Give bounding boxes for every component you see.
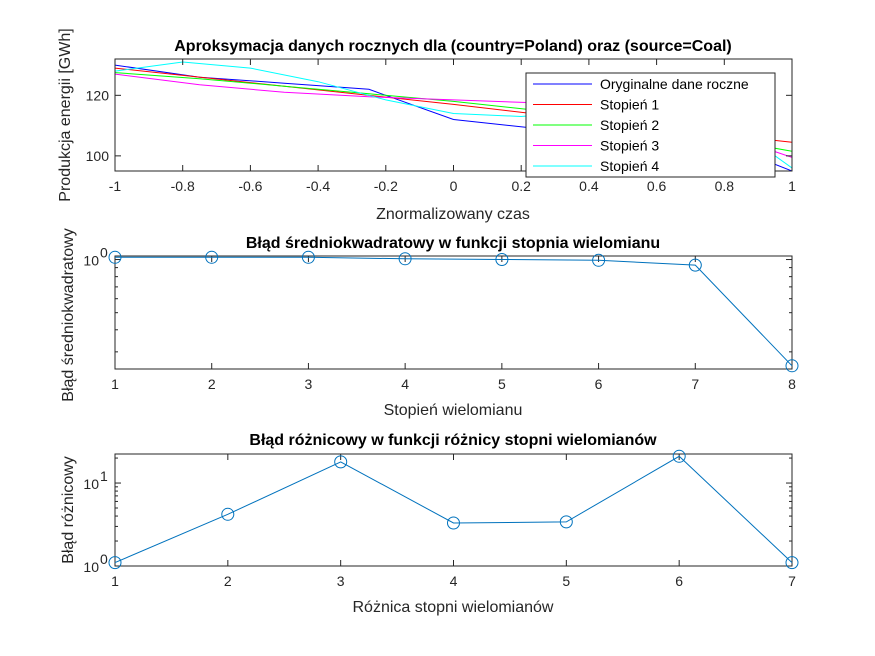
panel1-xlabel: Znormalizowany czas: [376, 206, 530, 223]
panel2-title: Błąd średniokwadratowy w funkcji stopnia…: [246, 235, 660, 252]
panel2-yticks: 10 0: [83, 245, 792, 353]
data-point-marker: [447, 516, 460, 530]
legend-entry: Stopień 3: [600, 138, 659, 154]
data-point-marker: [398, 252, 412, 266]
xtick-label: 4: [450, 573, 458, 589]
xtick-label: 8: [788, 376, 796, 392]
data-point-marker: [301, 250, 315, 264]
xtick-label: 2: [224, 573, 232, 589]
xtick-label: 0.8: [715, 178, 735, 194]
ytick-label: 100: [86, 148, 110, 164]
xtick-label: 7: [788, 573, 796, 589]
xtick-label: -0.8: [171, 178, 195, 194]
xtick-label: 0.6: [647, 178, 667, 194]
panel2-xlabel: Stopień wielomianu: [384, 402, 523, 419]
ytick-exponent: 0: [100, 551, 108, 567]
xtick-label: 6: [675, 573, 683, 589]
data-point-marker: [221, 507, 235, 521]
data-point-marker: [785, 556, 799, 570]
panel1-yticks: 100 120: [86, 87, 792, 164]
data-point-marker: [334, 455, 348, 469]
xtick-label: 5: [498, 376, 506, 392]
ytick-exponent: 0: [100, 245, 108, 261]
series-line-0: [114, 455, 793, 564]
legend-entry: Stopień 1: [600, 97, 659, 113]
xtick-label: -1: [109, 178, 122, 194]
panel3-xlabel: Różnica stopni wielomianów: [353, 599, 554, 616]
panel2-xticks: 1 2 3 4 5 6 7 8: [111, 256, 796, 392]
panel-mse: Błąd średniokwadratowy w funkcji stopnia…: [60, 228, 799, 419]
legend-entry: Stopień 4: [600, 158, 659, 174]
xtick-label: 4: [401, 376, 409, 392]
ytick-label: 10: [83, 476, 99, 492]
panel3-axes-box: [114, 453, 793, 567]
data-point-marker: [785, 359, 799, 373]
xtick-label: 3: [305, 376, 313, 392]
panel-diff: Błąd różnicowy w funkcji różnicy stopni …: [60, 432, 799, 616]
panel1-legend: Oryginalne dane roczne Stopień 1 Stopień 2…: [525, 72, 776, 178]
panel3-title: Błąd różnicowy w funkcji różnicy stopni …: [249, 432, 657, 449]
ytick-label: 10: [83, 559, 99, 575]
xtick-label: 0.4: [579, 178, 599, 194]
panel1-xticks: -1 -0.8 -0.6 -0.4 -0.2 0 0.2 0.4 0.6 0.8 1: [109, 59, 796, 194]
xtick-label: 0.2: [511, 178, 531, 194]
data-point-marker: [592, 253, 606, 267]
legend-entry: Oryginalne dane roczne: [600, 76, 749, 92]
ytick-label: 10: [83, 253, 99, 269]
xtick-label: 0: [450, 178, 458, 194]
data-point-marker: [108, 250, 122, 264]
ytick-exponent: 1: [100, 468, 108, 484]
series-line-0: [115, 256, 793, 367]
panel3-series: [108, 449, 799, 570]
data-point-marker: [495, 253, 509, 266]
xtick-label: 6: [595, 376, 603, 392]
xtick-label: -0.2: [374, 178, 398, 194]
ytick-label: 120: [86, 87, 110, 103]
panel-approximation: Aproksymacja danych rocznych dla (countr…: [57, 28, 796, 223]
data-point-marker: [688, 258, 702, 272]
panel2-series: [108, 250, 799, 373]
panel1-ylabel: Produkcja energii [GWh]: [57, 28, 74, 201]
data-point-marker: [559, 515, 573, 529]
data-point-marker: [672, 449, 686, 463]
panel2-axes-box: [114, 255, 793, 370]
xtick-label: 3: [337, 573, 345, 589]
xtick-label: 1: [111, 573, 119, 589]
panel2-ylabel: Błąd średniokwadratowy: [60, 228, 77, 401]
xtick-label: 2: [208, 376, 216, 392]
panel3-ylabel: Błąd różnicowy: [60, 456, 77, 564]
data-point-marker: [108, 556, 122, 570]
xtick-label: 7: [691, 376, 699, 392]
panel3-xticks: 1 2 3 4 5 6 7: [111, 454, 796, 589]
xtick-label: 1: [788, 178, 796, 194]
data-point-marker: [205, 250, 219, 264]
xtick-label: -0.6: [238, 178, 262, 194]
panel1-title: Aproksymacja danych rocznych dla (countr…: [174, 38, 731, 55]
xtick-label: -0.4: [306, 178, 330, 194]
xtick-label: 1: [111, 376, 119, 392]
legend-entry: Stopień 2: [600, 117, 659, 133]
xtick-label: 5: [562, 573, 570, 589]
